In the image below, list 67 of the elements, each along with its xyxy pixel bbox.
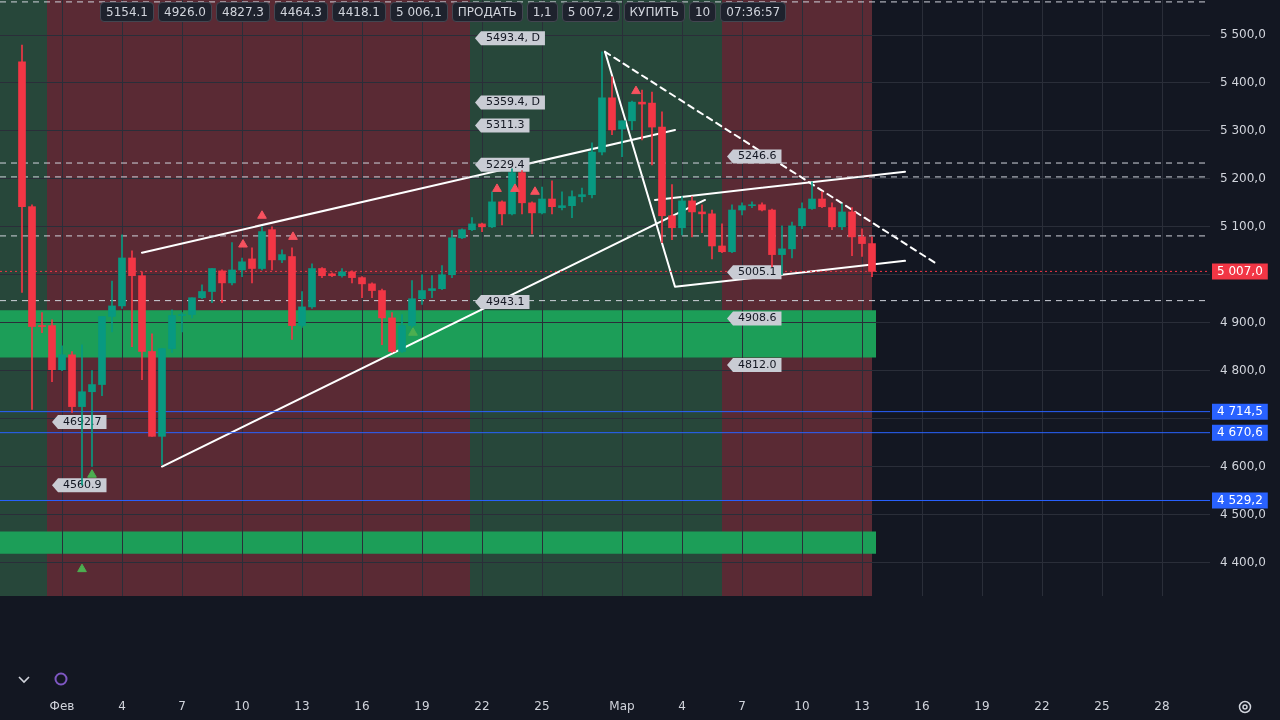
x-tick-label: 13 <box>294 699 310 714</box>
y-tick-label: 5 100,0 <box>1220 218 1266 233</box>
annotation: 5311.3 <box>486 118 525 132</box>
x-tick-label: 19 <box>974 699 990 714</box>
candlestick <box>108 280 116 333</box>
annotation: ПРОДАТЬ <box>451 2 523 22</box>
y-tick-label: 5 400,0 <box>1220 75 1266 90</box>
x-tick-label: 10 <box>794 699 810 714</box>
candlestick <box>858 228 866 257</box>
x-tick-label: 25 <box>1094 699 1110 714</box>
annotation: 10 <box>688 2 717 22</box>
x-tick-label: 22 <box>474 699 490 714</box>
annotation: 5005.1 <box>738 265 777 279</box>
ref-line-label: 4 714,5 <box>1217 403 1263 418</box>
annotation: 07:36:57 <box>720 2 787 22</box>
candlestick <box>428 275 436 299</box>
y-tick-label: 4 800,0 <box>1220 362 1266 377</box>
annotation: 5493.4, D <box>486 31 540 45</box>
x-tick-label: 7 <box>178 699 186 714</box>
annotation: 5 006,1 <box>390 2 448 22</box>
y-tick-label: 5 300,0 <box>1220 123 1266 138</box>
annotation: 4560.9 <box>63 478 102 492</box>
y-tick-label: 4 900,0 <box>1220 314 1266 329</box>
annotation: 4464.3 <box>274 2 328 22</box>
candlestick <box>558 191 566 211</box>
x-tick-label: 4 <box>118 699 126 714</box>
y-tick-label: 5 200,0 <box>1220 170 1266 185</box>
annotation: 4943.1 <box>486 294 525 308</box>
annotation: 4908.6 <box>738 311 777 325</box>
x-tick-label: 16 <box>914 699 930 714</box>
ref-line-label: 4 670,6 <box>1217 424 1263 439</box>
annotation: 4827.3 <box>216 2 270 22</box>
annotation: 5359.4, D <box>486 95 540 109</box>
x-tick-label: 25 <box>534 699 550 714</box>
x-tick-label: 22 <box>1034 699 1050 714</box>
x-tick-label: Мар <box>609 699 635 714</box>
candlestick <box>778 225 786 276</box>
y-tick-label: 4 500,0 <box>1220 506 1266 521</box>
x-tick-label: 13 <box>854 699 870 714</box>
candlestick <box>178 312 186 333</box>
candlestick <box>618 120 626 158</box>
annotation: 4812.0 <box>738 357 777 371</box>
annotation: 1,1 <box>526 2 558 22</box>
y-tick-label: 5 500,0 <box>1220 27 1266 42</box>
ref-line-label: 5 007,0 <box>1217 263 1263 278</box>
y-tick-label: 4 400,0 <box>1220 554 1266 569</box>
y-tick-label: 4 600,0 <box>1220 458 1266 473</box>
candlestick <box>38 312 46 334</box>
x-tick-label: 19 <box>414 699 430 714</box>
x-tick-label: Фев <box>49 699 75 714</box>
x-tick-label: 28 <box>1154 699 1170 714</box>
annotation: 5229.4 <box>486 157 525 171</box>
x-tick-label: 16 <box>354 699 370 714</box>
candlestick <box>548 180 556 215</box>
annotation: КУПИТЬ <box>623 2 685 22</box>
ref-line-label: 4 529,2 <box>1217 492 1263 507</box>
annotation: 5246.6 <box>738 149 777 163</box>
x-tick-label: 7 <box>738 699 746 714</box>
candlestick <box>668 184 676 241</box>
annotation: 4926.0 <box>158 2 212 22</box>
x-tick-label: 10 <box>234 699 250 714</box>
annotation: 4418.1 <box>332 2 386 22</box>
annotation: 5154.1 <box>100 2 154 22</box>
candlestick <box>718 223 726 254</box>
annotation: 5 007,2 <box>561 2 620 22</box>
candlestick <box>578 187 586 203</box>
x-tick-label: 4 <box>678 699 686 714</box>
